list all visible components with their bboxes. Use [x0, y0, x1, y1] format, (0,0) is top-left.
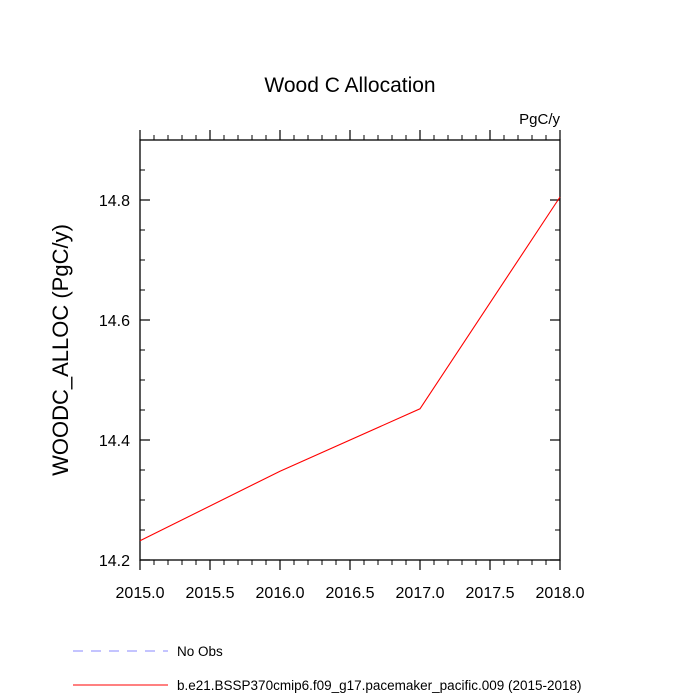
x-tick-label: 2017.0 [396, 585, 445, 602]
axis-ticks: 2015.0 2015.5 2016.0 2016.5 2017.0 2017.5 2018… [99, 130, 585, 602]
x-tick-label: 2018.0 [536, 585, 585, 602]
y-tick-label: 14.6 [99, 313, 130, 330]
plot-frame [139, 139, 561, 561]
y-tick-label: 14.4 [99, 433, 130, 450]
x-tick-label: 2017.5 [466, 585, 515, 602]
legend-label: b.e21.BSSP370cmip6.f09_g17.pacemaker_pac… [177, 678, 582, 693]
series-line [139, 196, 561, 542]
series-lines [139, 196, 561, 542]
x-tick-label: 2016.5 [326, 585, 375, 602]
y-tick-label: 14.2 [99, 553, 130, 570]
legend: No Obs b.e21.BSSP370cmip6.f09_g17.pacemak… [73, 644, 582, 693]
y-axis-label: WOODC_ALLOC (PgC/y) [48, 224, 73, 476]
legend-label: No Obs [177, 644, 223, 659]
x-tick-label: 2015.0 [116, 585, 165, 602]
y-tick-label: 14.8 [99, 193, 130, 210]
x-tick-label: 2015.5 [186, 585, 235, 602]
x-tick-label: 2016.0 [256, 585, 305, 602]
units-label: PgC/y [519, 111, 560, 128]
chart-title: Wood C Allocation [264, 74, 435, 97]
